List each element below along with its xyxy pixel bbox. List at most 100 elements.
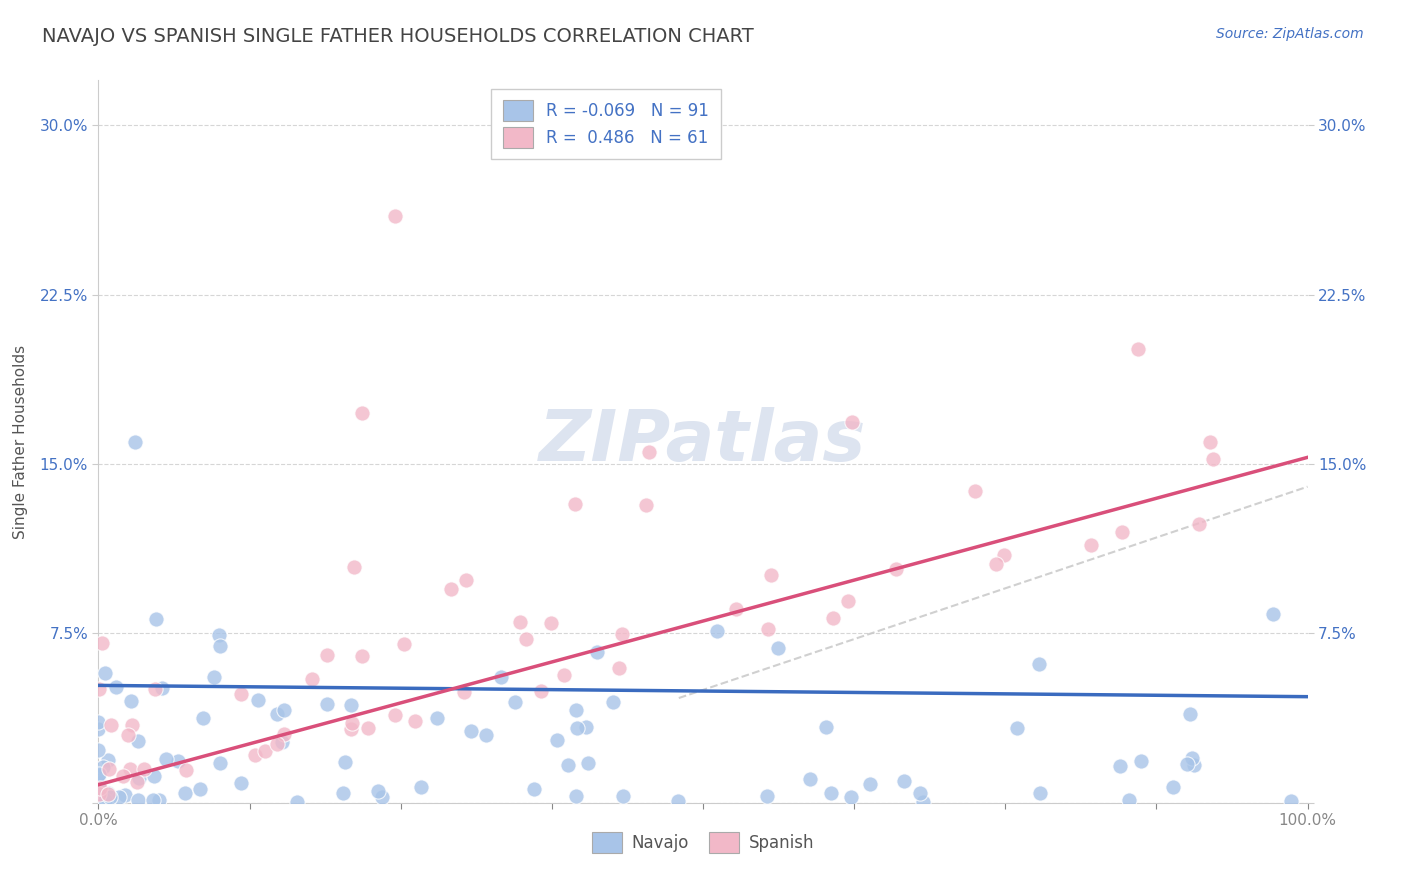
Point [404, 714, 426, 728]
Point [986, 557, 1008, 571]
Point [340, 722, 363, 736]
Point [87, 767, 110, 781]
Point [90, 636, 112, 650]
Point [1128, 342, 1150, 356]
Point [87, 776, 110, 790]
Point [335, 756, 357, 770]
Point [565, 789, 588, 804]
Y-axis label: Single Father Households: Single Father Households [14, 344, 28, 539]
Point [426, 711, 449, 725]
Point [553, 668, 575, 682]
Point [111, 769, 134, 783]
Text: Source: ZipAtlas.com: Source: ZipAtlas.com [1216, 27, 1364, 41]
Point [132, 762, 155, 776]
Point [546, 732, 568, 747]
Point [884, 561, 907, 575]
Point [356, 721, 378, 735]
Point [820, 786, 842, 800]
Point [117, 728, 139, 742]
Point [87, 714, 110, 729]
Point [821, 610, 844, 624]
Point [87, 768, 110, 782]
Point [202, 670, 225, 684]
Point [758, 622, 780, 636]
Point [564, 703, 586, 717]
Point [273, 727, 295, 741]
Point [636, 499, 658, 513]
Point [87, 789, 110, 803]
Point [188, 782, 211, 797]
Point [505, 695, 527, 709]
Point [87, 743, 110, 757]
Point [911, 795, 934, 809]
Point [118, 763, 141, 777]
Point [1181, 751, 1204, 765]
Point [564, 497, 586, 511]
Point [301, 672, 323, 686]
Point [839, 789, 862, 804]
Point [725, 602, 748, 616]
Point [460, 724, 482, 739]
Point [1263, 607, 1285, 621]
Point [98, 789, 121, 804]
Point [1281, 794, 1303, 808]
Point [567, 721, 589, 735]
Point [766, 641, 789, 656]
Point [340, 698, 363, 712]
Point [706, 624, 728, 638]
Point [229, 687, 252, 701]
Point [585, 645, 607, 659]
Point [384, 209, 406, 223]
Point [799, 772, 821, 786]
Point [124, 434, 146, 449]
Point [1161, 780, 1184, 795]
Point [143, 769, 166, 783]
Point [370, 790, 392, 805]
Point [343, 560, 366, 574]
Point [392, 637, 415, 651]
Point [125, 775, 148, 789]
Point [97, 753, 120, 767]
Point [540, 616, 562, 631]
Point [1108, 759, 1130, 773]
Point [89, 682, 111, 697]
Point [127, 793, 149, 807]
Point [1198, 434, 1220, 449]
Point [166, 754, 188, 768]
Point [475, 728, 498, 742]
Point [285, 796, 308, 810]
Point [523, 782, 546, 797]
Point [530, 683, 553, 698]
Point [120, 694, 142, 708]
Point [1080, 538, 1102, 552]
Point [489, 670, 512, 684]
Point [127, 734, 149, 748]
Point [759, 567, 782, 582]
Point [94, 793, 117, 807]
Point [440, 582, 463, 596]
Point [576, 756, 599, 770]
Point [174, 786, 197, 800]
Point [208, 628, 231, 642]
Point [174, 763, 197, 777]
Point [367, 783, 389, 797]
Point [143, 681, 166, 696]
Point [114, 788, 136, 802]
Point [246, 693, 269, 707]
Point [142, 793, 165, 807]
Point [316, 697, 339, 711]
Point [1028, 657, 1050, 672]
Point [1175, 756, 1198, 771]
Point [87, 787, 110, 801]
Point [266, 737, 288, 751]
Point [575, 720, 598, 734]
Point [1005, 721, 1028, 735]
Point [638, 444, 661, 458]
Point [97, 762, 120, 776]
Point [208, 639, 231, 653]
Point [97, 788, 120, 802]
Point [243, 748, 266, 763]
Point [1118, 793, 1140, 807]
Point [145, 612, 167, 626]
Point [837, 593, 859, 607]
